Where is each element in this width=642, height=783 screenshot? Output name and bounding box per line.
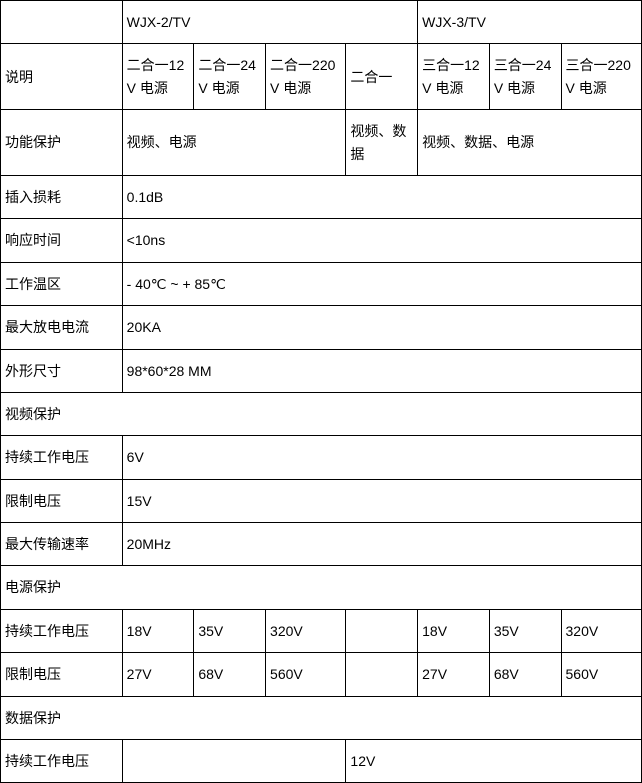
cell-value: 320V [266,609,346,652]
table-row: 持续工作电压 18V 35V 320V 18V 35V 320V [1,609,642,652]
cell-value: 12V [346,740,642,783]
cell-value: 二合一24V 电源 [194,44,266,110]
cell-value: 27V [122,653,194,696]
cell-value: 68V [489,653,561,696]
cell-blank [1,1,123,44]
table-row: 持续工作电压 6V [1,436,642,479]
table-row: 最大传输速率 20MHz [1,523,642,566]
cell-value: 68V [194,653,266,696]
cell-section: 数据保护 [1,696,642,739]
cell-value: 20MHz [122,523,641,566]
table-row: 限制电压 27V 68V 560V 27V 68V 560V [1,653,642,696]
cell-label: 持续工作电压 [1,740,123,783]
cell-value: 二合一220V 电源 [266,44,346,110]
spec-table-container: WJX-2/TV WJX-3/TV 说明 二合一12V 电源 二合一24V 电源… [0,0,642,783]
cell-value: 视频、数据、电源 [418,110,642,176]
cell-value: 三合一12V 电源 [418,44,490,110]
cell-section: 电源保护 [1,566,642,609]
table-row: 响应时间 <10ns [1,219,642,262]
cell-label: 持续工作电压 [1,609,123,652]
cell-label: 限制电压 [1,653,123,696]
cell-blank [122,740,346,783]
table-row: 视频保护 [1,392,642,435]
cell-model-b: WJX-3/TV [418,1,642,44]
cell-value: 560V [561,653,642,696]
cell-label: 持续工作电压 [1,436,123,479]
cell-value: 560V [266,653,346,696]
table-row: 电源保护 [1,566,642,609]
table-row: 持续工作电压 12V [1,740,642,783]
cell-label: 功能保护 [1,110,123,176]
cell-label: 响应时间 [1,219,123,262]
table-row: 功能保护 视频、电源 视频、数据 视频、数据、电源 [1,110,642,176]
cell-label: 外形尺寸 [1,349,123,392]
cell-value: 35V [194,609,266,652]
table-row: 最大放电电流 20KA [1,306,642,349]
table-row: 说明 二合一12V 电源 二合一24V 电源 二合一220V 电源 二合一 三合… [1,44,642,110]
cell-value: 视频、数据 [346,110,418,176]
cell-value: 0.1dB [122,175,641,218]
spec-table: WJX-2/TV WJX-3/TV 说明 二合一12V 电源 二合一24V 电源… [0,0,642,783]
cell-value: 二合一12V 电源 [122,44,194,110]
cell-value: 35V [489,609,561,652]
cell-value: - 40℃ ~ + 85℃ [122,262,641,305]
cell-value: 三合一24V 电源 [489,44,561,110]
cell-value: 二合一 [346,44,418,110]
cell-value: 18V [122,609,194,652]
cell-value: 27V [418,653,490,696]
cell-model-a: WJX-2/TV [122,1,417,44]
cell-value: 18V [418,609,490,652]
cell-value: 15V [122,479,641,522]
table-row: 工作温区 - 40℃ ~ + 85℃ [1,262,642,305]
cell-label: 说明 [1,44,123,110]
cell-label: 工作温区 [1,262,123,305]
table-row: 数据保护 [1,696,642,739]
cell-label: 限制电压 [1,479,123,522]
cell-value: 20KA [122,306,641,349]
cell-label: 最大放电电流 [1,306,123,349]
cell-blank [346,609,418,652]
cell-value: 98*60*28 MM [122,349,641,392]
cell-value: <10ns [122,219,641,262]
cell-value: 320V [561,609,642,652]
cell-label: 最大传输速率 [1,523,123,566]
cell-value: 三合一220V 电源 [561,44,642,110]
cell-section: 视频保护 [1,392,642,435]
cell-value: 6V [122,436,641,479]
cell-blank [346,653,418,696]
cell-label: 插入损耗 [1,175,123,218]
table-row: 限制电压 15V [1,479,642,522]
table-row: 外形尺寸 98*60*28 MM [1,349,642,392]
cell-value: 视频、电源 [122,110,346,176]
table-row: 插入损耗 0.1dB [1,175,642,218]
table-row: WJX-2/TV WJX-3/TV [1,1,642,44]
